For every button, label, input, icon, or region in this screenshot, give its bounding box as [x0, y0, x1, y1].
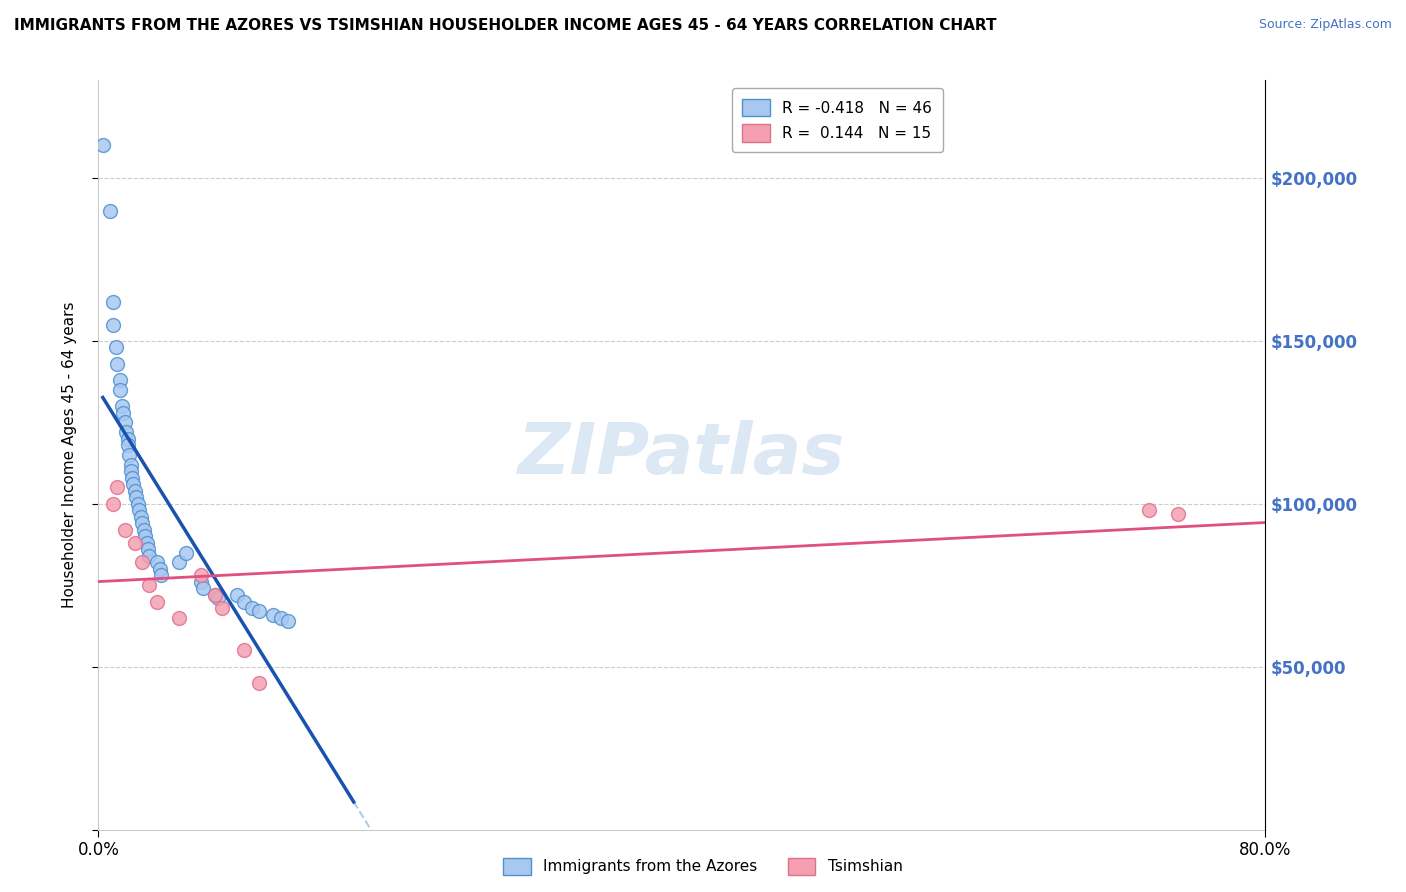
Point: [132, 523, 155, 537]
Point: [121, 471, 143, 485]
Point: [120, 458, 142, 472]
Point: [101, 294, 124, 309]
Point: [131, 516, 153, 531]
Point: [233, 594, 256, 608]
Point: [167, 556, 190, 570]
Point: [101, 318, 124, 332]
Point: [120, 464, 142, 478]
Point: [117, 432, 139, 446]
Point: [114, 523, 136, 537]
Text: ZIPatlas: ZIPatlas: [519, 420, 845, 490]
Point: [118, 448, 141, 462]
Point: [167, 611, 190, 625]
Point: [98, 203, 121, 218]
Point: [233, 643, 256, 657]
Point: [138, 578, 160, 592]
Point: [110, 373, 132, 387]
Point: [136, 542, 159, 557]
Point: [277, 614, 299, 628]
Point: [105, 357, 128, 371]
Legend: R = -0.418   N = 46, R =  0.144   N = 15: R = -0.418 N = 46, R = 0.144 N = 15: [731, 88, 942, 153]
Point: [115, 425, 138, 439]
Point: [105, 481, 128, 495]
Point: [114, 415, 136, 429]
Point: [204, 588, 226, 602]
Point: [110, 383, 132, 397]
Point: [211, 601, 233, 615]
Point: [128, 503, 150, 517]
Point: [204, 588, 226, 602]
Point: [240, 601, 263, 615]
Point: [124, 536, 146, 550]
Point: [131, 556, 153, 570]
Point: [146, 556, 169, 570]
Point: [112, 406, 135, 420]
Text: Source: ZipAtlas.com: Source: ZipAtlas.com: [1258, 18, 1392, 31]
Point: [174, 546, 197, 560]
Point: [149, 562, 172, 576]
Point: [134, 529, 156, 543]
Point: [91, 138, 114, 153]
Point: [270, 611, 292, 625]
Point: [193, 582, 215, 596]
Point: [247, 676, 270, 690]
Point: [127, 497, 149, 511]
Point: [111, 399, 134, 413]
Point: [247, 604, 270, 618]
Point: [117, 438, 139, 452]
Text: IMMIGRANTS FROM THE AZORES VS TSIMSHIAN HOUSEHOLDER INCOME AGES 45 - 64 YEARS CO: IMMIGRANTS FROM THE AZORES VS TSIMSHIAN …: [14, 18, 997, 33]
Point: [150, 568, 173, 582]
Point: [122, 477, 145, 491]
Point: [226, 588, 249, 602]
Point: [104, 340, 127, 354]
Point: [1137, 503, 1160, 517]
Point: [1167, 507, 1189, 521]
Point: [146, 594, 169, 608]
Point: [125, 490, 148, 504]
Point: [101, 497, 124, 511]
Point: [262, 607, 284, 622]
Point: [190, 568, 212, 582]
Point: [138, 549, 160, 563]
Legend: Immigrants from the Azores, Tsimshian: Immigrants from the Azores, Tsimshian: [495, 848, 911, 884]
Point: [207, 591, 229, 606]
Y-axis label: Householder Income Ages 45 - 64 years: Householder Income Ages 45 - 64 years: [62, 301, 77, 608]
Point: [190, 574, 212, 589]
Point: [129, 509, 152, 524]
Point: [135, 536, 157, 550]
Point: [124, 483, 146, 498]
